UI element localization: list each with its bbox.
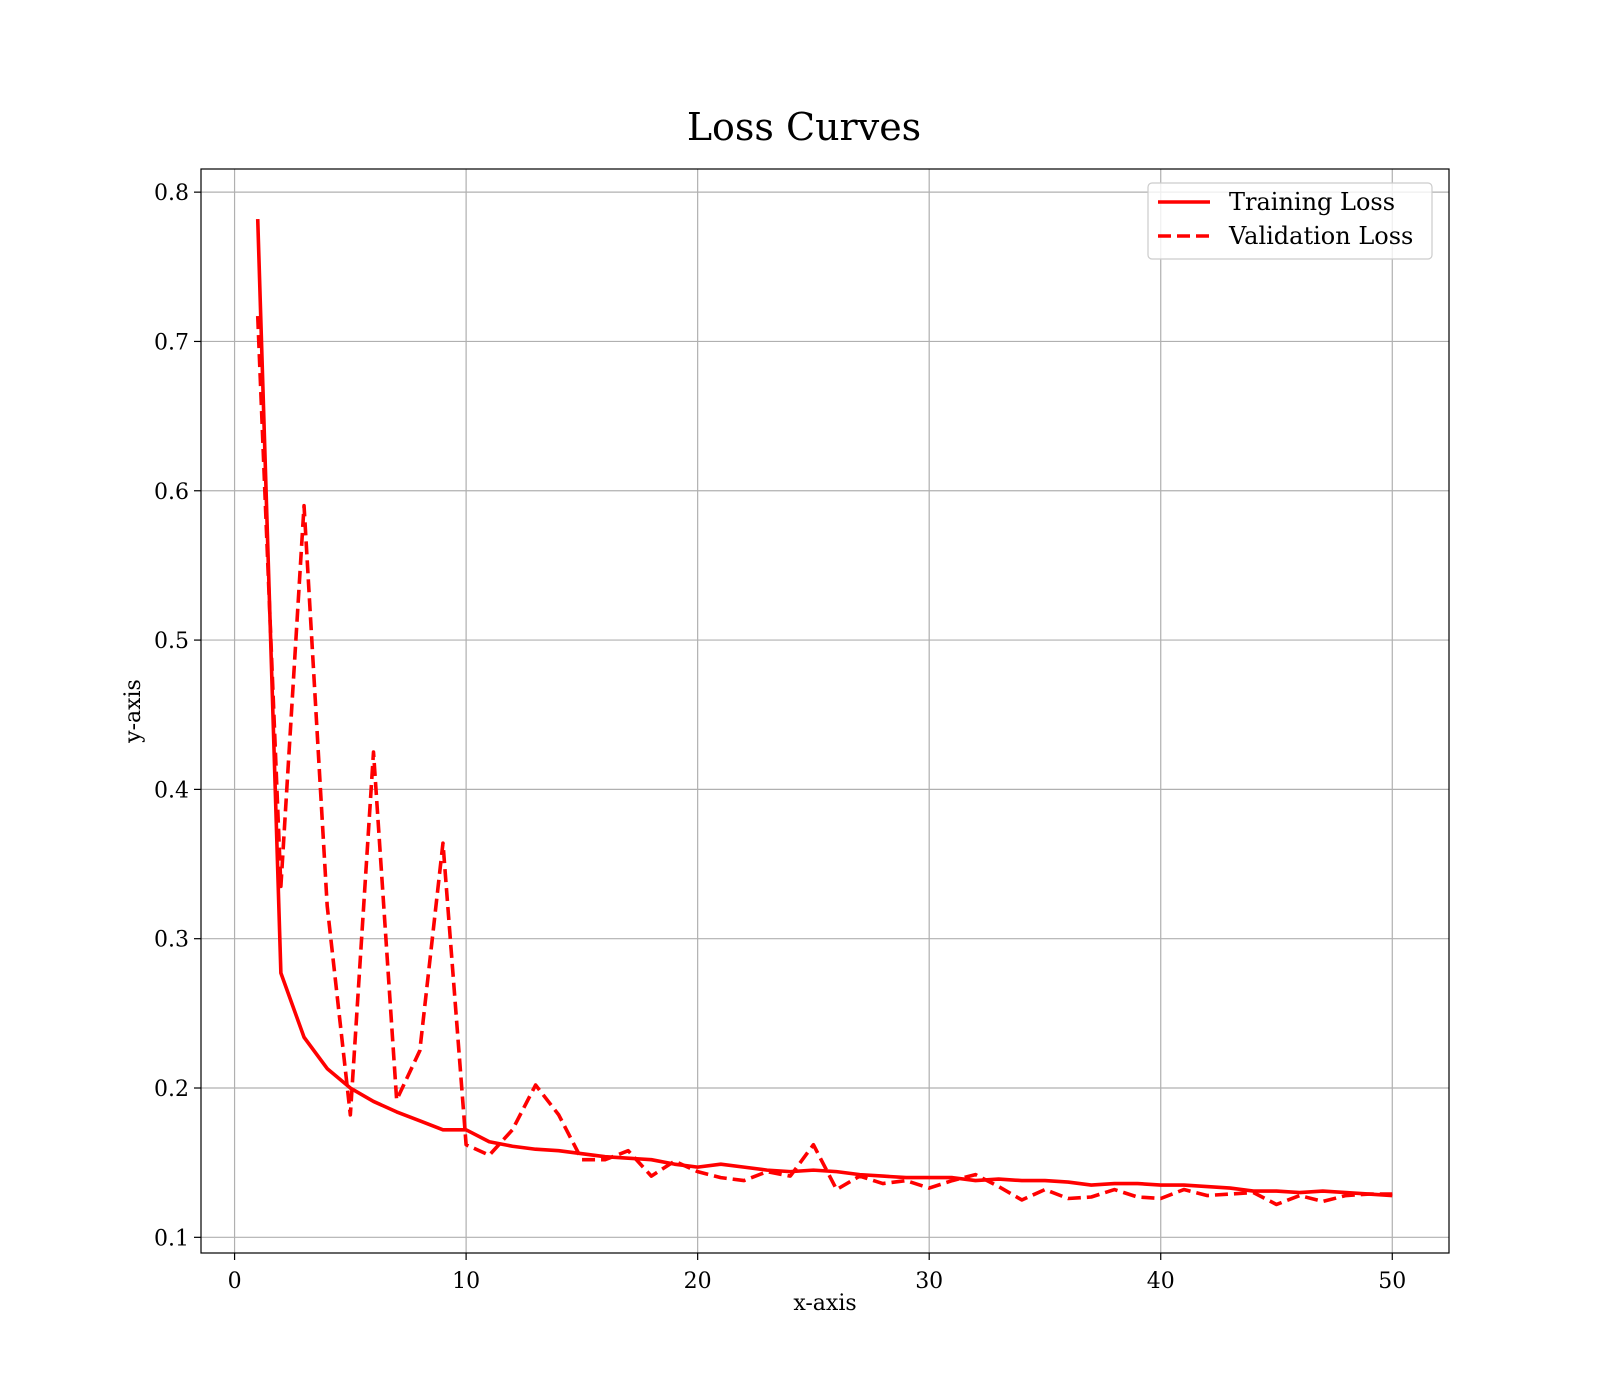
legend: Training Loss Validation Loss xyxy=(1147,182,1433,260)
x-tick-label: 30 xyxy=(915,1269,943,1294)
validation-loss-line xyxy=(255,315,1393,1207)
y-tick-label: 0.3 xyxy=(154,928,189,953)
series-lines xyxy=(255,218,1393,1207)
y-tick-label: 0.1 xyxy=(154,1226,189,1251)
y-tick-label: 0.8 xyxy=(154,181,189,206)
x-tick-label: 50 xyxy=(1378,1269,1406,1294)
chart-title: Loss Curves xyxy=(687,105,921,149)
y-tick-label: 0.4 xyxy=(154,778,189,803)
y-axis-label: y-axis xyxy=(121,679,146,744)
x-tick-label: 10 xyxy=(452,1269,480,1294)
legend-box xyxy=(1147,182,1433,260)
x-axis-label: x-axis xyxy=(793,1291,856,1316)
grid xyxy=(201,169,1449,1253)
x-tick-label: 20 xyxy=(684,1269,712,1294)
y-tick-label: 0.6 xyxy=(154,480,189,505)
legend-label: Training Loss xyxy=(1229,188,1395,216)
y-tick-label: 0.2 xyxy=(154,1077,189,1102)
legend-label: Validation Loss xyxy=(1228,222,1413,250)
x-tick-label: 40 xyxy=(1147,1269,1175,1294)
x-tick-label: 0 xyxy=(228,1269,242,1294)
y-tick-label: 0.5 xyxy=(154,629,189,654)
axis-ticks: 0 10 20 30 40 50 0.1 0.2 0.3 0.4 0.5 0.6 0.7 0.8 xyxy=(154,181,1406,1294)
plot-frame xyxy=(200,168,1450,1254)
training-loss-line xyxy=(255,218,1393,1198)
y-tick-label: 0.7 xyxy=(154,330,189,355)
